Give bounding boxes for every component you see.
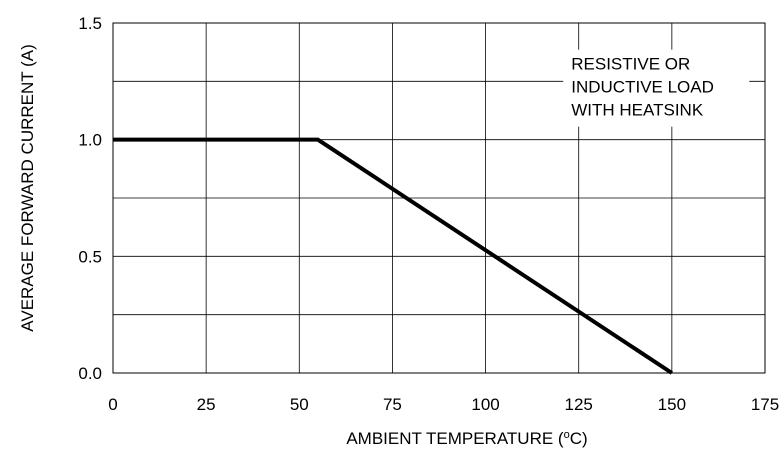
x-tick-label: 0 — [108, 395, 117, 414]
x-axis-title-text: AMBIENT TEMPERATURE — [346, 429, 553, 448]
x-tick-label: 25 — [197, 395, 216, 414]
plot-frame — [112, 22, 766, 374]
annotation-line: RESISTIVE OR — [571, 55, 690, 74]
y-tick-label: 0.0 — [78, 364, 102, 383]
x-tick-labels: 0 25 50 75 100 125 150 175 — [108, 395, 779, 414]
series-line — [113, 137, 673, 375]
series-layer — [113, 137, 673, 375]
x-tick-label: 50 — [290, 395, 309, 414]
annotation-line: WITH HEATSINK — [571, 101, 704, 120]
annotation-box: RESISTIVE OR INDUCTIVE LOAD WITH HEATSINK — [563, 49, 750, 127]
x-tick-label: 175 — [751, 395, 779, 414]
annotation-text: RESISTIVE OR INDUCTIVE LOAD WITH HEATSINK — [571, 55, 714, 120]
y-tick-labels: 0.0 0.5 1.0 1.5 — [78, 14, 102, 383]
y-tick-label: 1.5 — [78, 14, 102, 33]
x-axis-title: AMBIENT TEMPERATURE (oC) — [346, 429, 587, 448]
x-tick-label: 150 — [658, 395, 686, 414]
x-tick-label: 125 — [565, 395, 593, 414]
y-axis-title: AVERAGE FORWARD CURRENT (A) — [18, 44, 37, 331]
annotation-background — [563, 49, 750, 127]
annotation-line: INDUCTIVE LOAD — [571, 78, 714, 97]
x-tick-label: 75 — [383, 395, 402, 414]
x-axis-unit-open: ( — [553, 429, 564, 448]
y-tick-label: 0.5 — [78, 247, 102, 266]
x-axis-unit-close: C) — [570, 429, 588, 448]
y-tick-label: 1.0 — [78, 131, 102, 150]
x-axis-unit-degree: o — [564, 429, 570, 441]
x-tick-label: 100 — [471, 395, 499, 414]
